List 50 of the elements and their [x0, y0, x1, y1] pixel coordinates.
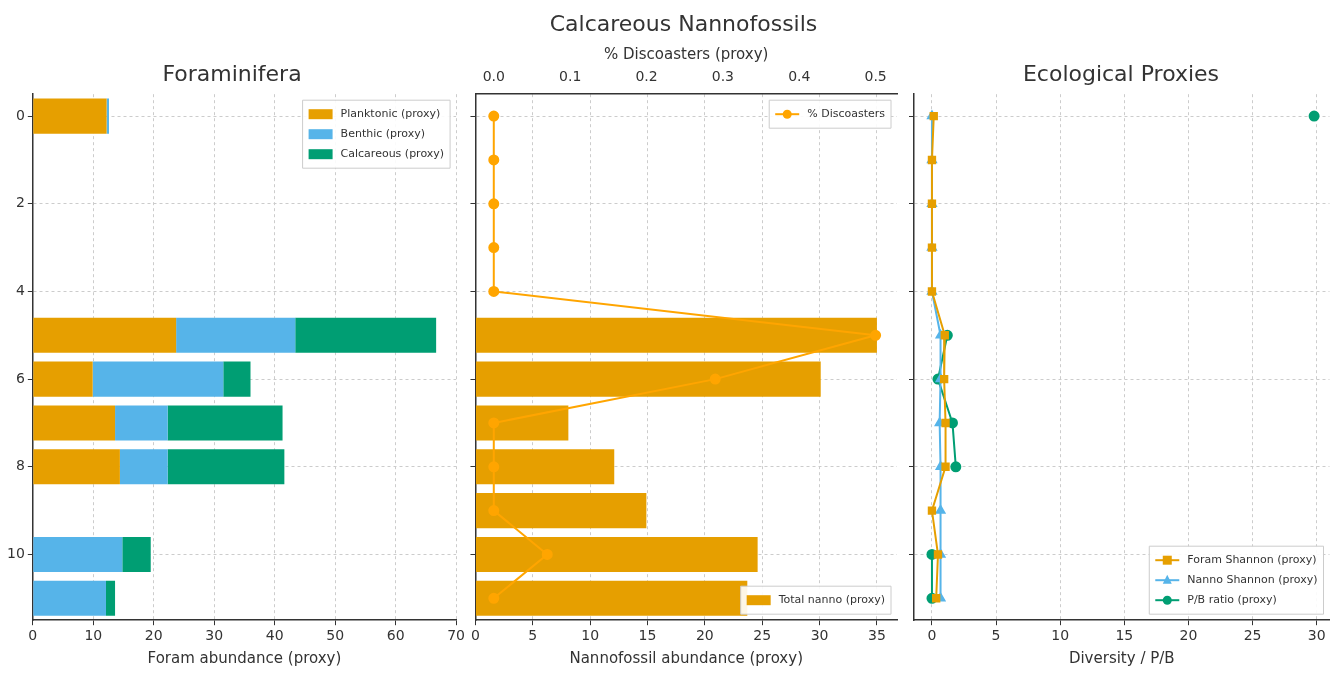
legend-label: Planktonic (proxy) — [340, 107, 441, 121]
x-tick-label: 10 — [581, 627, 600, 644]
x-tick-label: 70 — [447, 627, 466, 644]
x2-axis-title: % Discoasters (proxy) — [604, 45, 769, 64]
x-tick-label: 20 — [144, 627, 163, 644]
x-tick-label: 25 — [1243, 627, 1262, 644]
x-axis-title: Foram abundance (proxy) — [147, 648, 342, 667]
x-axis-title: Nannofossil abundance (proxy) — [569, 648, 803, 667]
x-tick-label: 30 — [205, 627, 224, 644]
y-tick-label: 10 — [6, 545, 25, 562]
x-tick-label: 60 — [386, 627, 405, 644]
y-tick-label: 4 — [15, 282, 25, 299]
x-tick-label: 10 — [84, 627, 103, 644]
legend-label: Calcareous (proxy) — [340, 147, 445, 161]
x-tick-label: 30 — [810, 627, 829, 644]
x-tick-label: 5 — [528, 627, 538, 644]
y-tick-label: 2 — [15, 194, 25, 211]
x-tick-label: 0 — [28, 627, 38, 644]
legend-label: P/B ratio (proxy) — [1187, 593, 1277, 607]
legend-label: Foram Shannon (proxy) — [1187, 553, 1317, 567]
chart-title: Foraminifera — [162, 60, 302, 86]
x-axis-title: Diversity / P/B — [1068, 648, 1175, 667]
x2-tick-label: 0.2 — [635, 68, 658, 85]
x-tick-label: 25 — [753, 627, 772, 644]
legend-label: % Discoasters — [807, 107, 886, 121]
x-tick-label: 15 — [1115, 627, 1134, 644]
x2-tick-label: 0.1 — [559, 68, 582, 85]
y-tick-label: 8 — [15, 457, 25, 474]
x-tick-label: 0 — [927, 627, 937, 644]
y-tick-label: 6 — [15, 369, 25, 386]
x2-tick-label: 0.0 — [482, 68, 505, 85]
x-tick-label: 20 — [695, 627, 714, 644]
x-tick-label: 35 — [868, 627, 886, 644]
x-tick-label: 5 — [991, 627, 1001, 644]
x-tick-label: 30 — [1307, 627, 1326, 644]
x-tick-label: 40 — [265, 627, 284, 644]
x-tick-label: 0 — [470, 627, 480, 644]
x-tick-label: 20 — [1179, 627, 1198, 644]
x2-tick-label: 0.5 — [864, 68, 887, 85]
legend-label: Benthic (proxy) — [340, 127, 426, 141]
x-tick-label: 15 — [638, 627, 657, 644]
x-tick-label: 50 — [326, 627, 345, 644]
x2-tick-label: 0.3 — [711, 68, 735, 85]
y-tick-label: 0 — [15, 106, 25, 123]
chart-title: Ecological Proxies — [1022, 60, 1220, 86]
x-tick-label: 10 — [1051, 627, 1070, 644]
x2-tick-label: 0.4 — [788, 68, 811, 85]
legend-label: Nanno Shannon (proxy) — [1187, 573, 1318, 587]
chart-title: Calcareous Nannofossils — [549, 10, 818, 36]
legend-label: Total nanno (proxy) — [777, 593, 885, 607]
